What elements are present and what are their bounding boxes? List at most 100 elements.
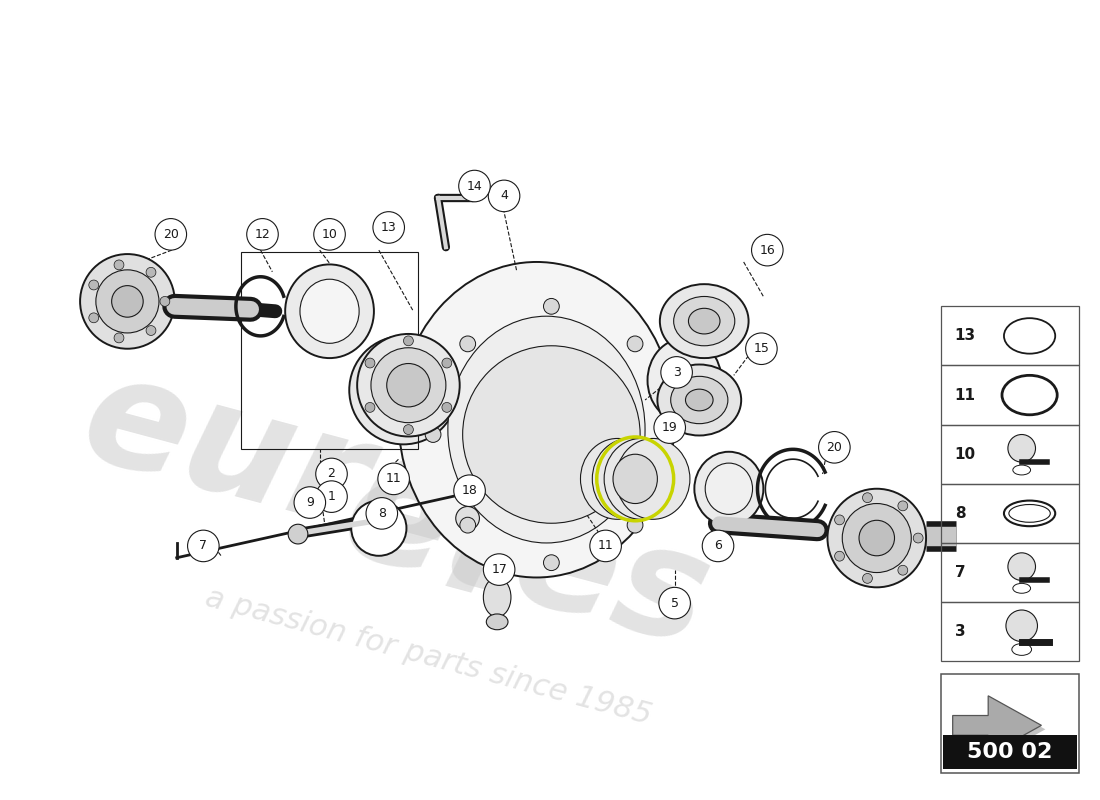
Text: 10: 10 bbox=[321, 228, 338, 241]
Text: 11: 11 bbox=[955, 387, 976, 402]
Bar bbox=[940, 366, 1079, 425]
Ellipse shape bbox=[671, 376, 728, 424]
Ellipse shape bbox=[483, 578, 512, 617]
Circle shape bbox=[365, 402, 375, 412]
Text: 19: 19 bbox=[662, 421, 678, 434]
Circle shape bbox=[404, 336, 414, 346]
Bar bbox=[940, 602, 1079, 662]
Circle shape bbox=[1005, 610, 1037, 642]
Ellipse shape bbox=[613, 454, 658, 503]
Circle shape bbox=[898, 501, 907, 510]
Text: 10: 10 bbox=[955, 446, 976, 462]
Circle shape bbox=[114, 260, 124, 270]
Ellipse shape bbox=[673, 297, 735, 346]
Circle shape bbox=[898, 566, 907, 575]
Text: 14: 14 bbox=[466, 179, 483, 193]
Text: 13: 13 bbox=[955, 329, 976, 343]
Text: 11: 11 bbox=[597, 539, 614, 553]
Circle shape bbox=[426, 426, 441, 442]
Circle shape bbox=[89, 280, 99, 290]
Circle shape bbox=[404, 425, 414, 434]
Circle shape bbox=[862, 574, 872, 583]
Bar bbox=[940, 484, 1079, 543]
Circle shape bbox=[913, 533, 923, 543]
Circle shape bbox=[827, 489, 926, 587]
Circle shape bbox=[80, 254, 175, 349]
Circle shape bbox=[316, 481, 348, 513]
Polygon shape bbox=[957, 700, 1045, 759]
Circle shape bbox=[543, 298, 559, 314]
Circle shape bbox=[746, 333, 778, 365]
Circle shape bbox=[89, 313, 99, 322]
Ellipse shape bbox=[398, 262, 674, 578]
Text: 16: 16 bbox=[759, 244, 775, 257]
Bar bbox=[940, 306, 1079, 366]
Text: 12: 12 bbox=[254, 228, 271, 241]
Circle shape bbox=[483, 554, 515, 586]
Text: 1: 1 bbox=[328, 490, 336, 503]
Circle shape bbox=[373, 212, 405, 243]
Ellipse shape bbox=[285, 265, 374, 358]
Circle shape bbox=[590, 530, 621, 562]
Circle shape bbox=[155, 218, 187, 250]
Circle shape bbox=[378, 463, 409, 494]
Ellipse shape bbox=[581, 438, 654, 519]
Circle shape bbox=[463, 346, 640, 523]
Circle shape bbox=[96, 270, 160, 333]
Bar bbox=[940, 543, 1079, 602]
Text: 500 02: 500 02 bbox=[967, 742, 1053, 762]
Circle shape bbox=[146, 326, 156, 335]
Circle shape bbox=[111, 286, 143, 317]
Circle shape bbox=[288, 524, 308, 544]
Ellipse shape bbox=[660, 284, 749, 358]
Text: 2: 2 bbox=[328, 467, 336, 481]
Circle shape bbox=[358, 334, 460, 437]
Circle shape bbox=[351, 501, 407, 556]
Circle shape bbox=[459, 170, 491, 202]
Circle shape bbox=[366, 498, 397, 529]
Circle shape bbox=[442, 358, 452, 368]
Circle shape bbox=[661, 357, 692, 388]
Bar bbox=[940, 425, 1079, 484]
Text: europ: europ bbox=[68, 342, 592, 616]
Circle shape bbox=[659, 587, 691, 619]
Circle shape bbox=[460, 336, 475, 352]
Circle shape bbox=[835, 551, 845, 561]
Circle shape bbox=[627, 336, 642, 352]
Ellipse shape bbox=[448, 316, 645, 543]
Text: 3: 3 bbox=[673, 366, 681, 379]
Circle shape bbox=[160, 297, 169, 306]
Ellipse shape bbox=[359, 346, 438, 434]
Bar bbox=[940, 674, 1079, 773]
Text: 20: 20 bbox=[826, 441, 843, 454]
Bar bbox=[943, 735, 1077, 769]
Circle shape bbox=[146, 267, 156, 278]
Circle shape bbox=[751, 234, 783, 266]
Circle shape bbox=[454, 475, 485, 506]
Text: a passion for parts since 1985: a passion for parts since 1985 bbox=[201, 582, 654, 730]
Circle shape bbox=[859, 520, 894, 556]
Ellipse shape bbox=[648, 338, 722, 422]
Text: 7: 7 bbox=[955, 565, 966, 580]
Circle shape bbox=[488, 180, 520, 212]
Circle shape bbox=[835, 515, 845, 525]
Circle shape bbox=[314, 218, 345, 250]
Circle shape bbox=[114, 333, 124, 343]
Text: 18: 18 bbox=[462, 484, 477, 498]
Text: 8: 8 bbox=[955, 506, 966, 521]
Circle shape bbox=[1008, 553, 1035, 581]
Text: 20: 20 bbox=[163, 228, 178, 241]
Circle shape bbox=[543, 554, 559, 570]
Circle shape bbox=[188, 530, 219, 562]
Ellipse shape bbox=[604, 438, 678, 519]
Ellipse shape bbox=[689, 308, 720, 334]
Circle shape bbox=[843, 503, 911, 573]
Circle shape bbox=[627, 518, 642, 533]
Bar bbox=[241, 252, 418, 450]
Circle shape bbox=[246, 218, 278, 250]
Ellipse shape bbox=[658, 365, 741, 435]
Circle shape bbox=[460, 518, 475, 533]
Circle shape bbox=[371, 348, 446, 422]
Circle shape bbox=[368, 356, 438, 425]
Ellipse shape bbox=[616, 438, 690, 519]
